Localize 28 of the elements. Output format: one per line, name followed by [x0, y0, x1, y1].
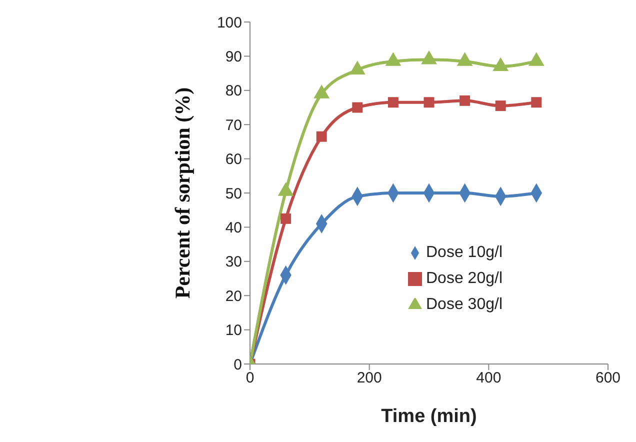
y-tick-label: 70	[225, 116, 242, 134]
y-tick-label: 90	[225, 48, 242, 66]
x-tick-label: 0	[246, 370, 254, 387]
y-tick-label: 0	[234, 356, 242, 374]
legend-label: Dose 20g/l	[426, 270, 502, 287]
x-tick-label: 600	[595, 370, 621, 387]
y-tick-label: 100	[216, 14, 242, 32]
y-tick-label: 50	[225, 185, 242, 202]
y-axis-title: Percent of sorption (%)	[170, 87, 194, 299]
x-tick-label: 400	[476, 370, 502, 387]
point	[531, 97, 542, 108]
x-tick-label: 200	[356, 370, 382, 387]
point	[280, 213, 292, 224]
y-tick-label: 60	[225, 151, 242, 168]
point	[352, 102, 363, 113]
x-axis-title: Time (min)	[381, 406, 477, 427]
point	[424, 97, 434, 108]
point	[495, 100, 506, 112]
point	[460, 95, 470, 106]
legend-label: Dose 30g/l	[426, 296, 502, 313]
y-tick-label: 40	[225, 220, 242, 237]
y-tick-label: 10	[225, 322, 242, 340]
point	[316, 131, 327, 142]
point	[388, 97, 398, 108]
legend-label: Dose 10g/l	[426, 244, 502, 261]
y-tick-label: 20	[225, 288, 242, 305]
y-tick-label: 30	[225, 254, 242, 271]
y-tick-label: 80	[225, 82, 242, 100]
